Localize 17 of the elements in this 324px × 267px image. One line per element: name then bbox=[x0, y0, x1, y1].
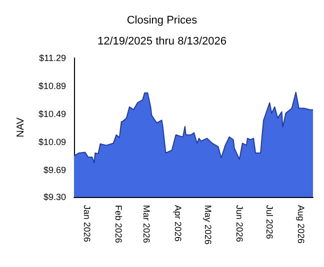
x-tick-label: Jun 2026 bbox=[234, 205, 244, 242]
x-tick-label: Jul 2026 bbox=[264, 205, 275, 240]
chart-subtitle: 12/19/2025 thru 8/13/2026 bbox=[97, 36, 227, 48]
chart-title: Closing Prices bbox=[126, 14, 198, 26]
y-tick-label: $10.09 bbox=[38, 136, 66, 147]
x-tick-label: Aug 2026 bbox=[296, 205, 306, 244]
y-tick-label: $9.30 bbox=[43, 192, 66, 202]
y-tick-label: $10.49 bbox=[38, 108, 66, 119]
y-axis-title: NAV bbox=[16, 117, 26, 138]
x-tick-label: Jan 2026 bbox=[82, 205, 92, 242]
y-tick-label: $10.89 bbox=[38, 80, 66, 91]
x-tick-label: Apr 2026 bbox=[172, 205, 183, 242]
y-tick-label: $9.69 bbox=[43, 164, 66, 175]
y-tick-label: $11.29 bbox=[39, 53, 66, 63]
x-tick-label: Feb 2026 bbox=[113, 205, 124, 244]
x-tick-label: May 2026 bbox=[203, 205, 214, 245]
x-tick-label: Mar 2026 bbox=[142, 205, 152, 244]
